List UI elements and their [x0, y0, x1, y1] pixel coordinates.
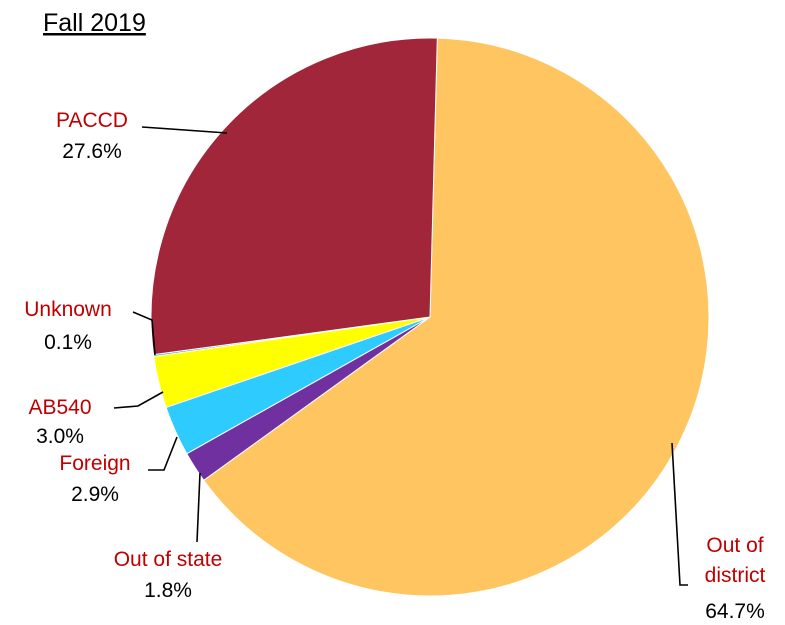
- slice-label-name: Foreign: [59, 452, 130, 475]
- leader-line: [141, 126, 228, 134]
- slice-label-name: district: [705, 564, 766, 587]
- slice-out-of-district: [203, 37, 710, 597]
- slice-labels: Out of district 64.7% Out of state 1.8% Forei…: [24, 109, 765, 623]
- slice-label-value: 64.7%: [705, 600, 765, 623]
- slice-label-name: Out of state: [114, 548, 223, 571]
- slice-label-name: Unknown: [24, 298, 112, 321]
- slice-label-name: Out of: [706, 534, 763, 557]
- pie-slices: [150, 37, 710, 597]
- chart-title: Fall 2019: [43, 9, 146, 37]
- slice-label-name: AB540: [28, 396, 91, 419]
- slice-paccd: [150, 37, 438, 356]
- slice-label-value: 27.6%: [62, 140, 122, 163]
- leader-line: [196, 472, 201, 543]
- slice-label-name: PACCD: [56, 109, 128, 132]
- leader-line: [148, 436, 178, 471]
- slice-label-value: 1.8%: [144, 579, 192, 602]
- leader-line: [132, 311, 156, 356]
- leader-lines: [113, 126, 688, 586]
- slice-label-value: 2.9%: [71, 483, 119, 506]
- leader-line: [113, 391, 164, 409]
- leader-line: [671, 442, 688, 586]
- slice-label-value: 0.1%: [44, 331, 92, 354]
- slice-label-value: 3.0%: [36, 425, 84, 448]
